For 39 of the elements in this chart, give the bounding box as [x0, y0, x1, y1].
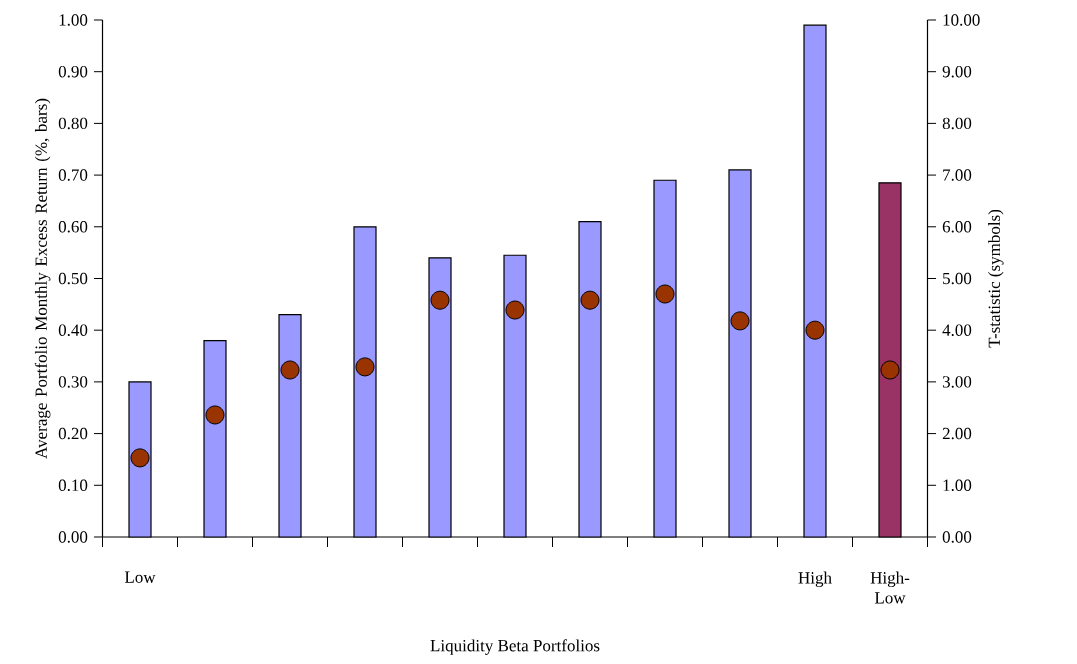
y-tick-label: 0.70	[58, 169, 88, 181]
y2-tick-label: 2.00	[942, 427, 972, 440]
y-axis-title: Average Portfolio Monthly Excess Return (%, bars)	[34, 98, 51, 459]
x-tick-label: Low	[124, 571, 156, 583]
y-tick-label: 0.90	[58, 65, 88, 78]
y-tick-label: 0.30	[58, 376, 88, 388]
y2-tick-label: 3.00	[942, 376, 972, 388]
point	[355, 357, 375, 377]
y-tick-label: 0.00	[58, 531, 88, 543]
y2-axis-title: T-statistic (symbols)	[988, 209, 1004, 348]
x-axis-title: Liquidity Beta Portfolios	[430, 639, 600, 655]
y2-tick-label: 0.00	[942, 531, 972, 543]
y2-tick-label: 5.00	[943, 272, 972, 285]
point	[205, 405, 225, 425]
point	[880, 360, 900, 380]
y2-tick-label: 6.00	[942, 221, 972, 233]
point	[730, 311, 750, 331]
y2-tick-label: 7.00	[943, 169, 972, 181]
y-tick-label: 0.10	[58, 479, 88, 492]
y-tick-label: 0.20	[58, 427, 88, 440]
y-tick-label: 0.50	[58, 272, 88, 285]
y-tick-label: 1.00	[59, 14, 88, 26]
y2-tick-label: 1.00	[943, 479, 972, 492]
point	[580, 290, 600, 310]
y2-tick-label: 8.00	[942, 117, 972, 130]
y-tick-label: 0.80	[58, 117, 88, 130]
point	[130, 448, 150, 468]
point	[430, 290, 450, 310]
y-tick-label: 0.60	[58, 221, 88, 233]
x-tick-label: High-Low	[870, 571, 910, 604]
point	[655, 284, 675, 304]
y-tick-label: 0.40	[58, 324, 88, 336]
point	[805, 320, 825, 340]
point	[280, 360, 300, 380]
x-tick-label: High	[798, 571, 832, 588]
point	[505, 300, 525, 320]
y2-tick-label: 9.00	[942, 65, 972, 78]
y2-tick-label: 4.00	[942, 324, 972, 336]
y2-tick-label: 10.00	[943, 14, 980, 26]
